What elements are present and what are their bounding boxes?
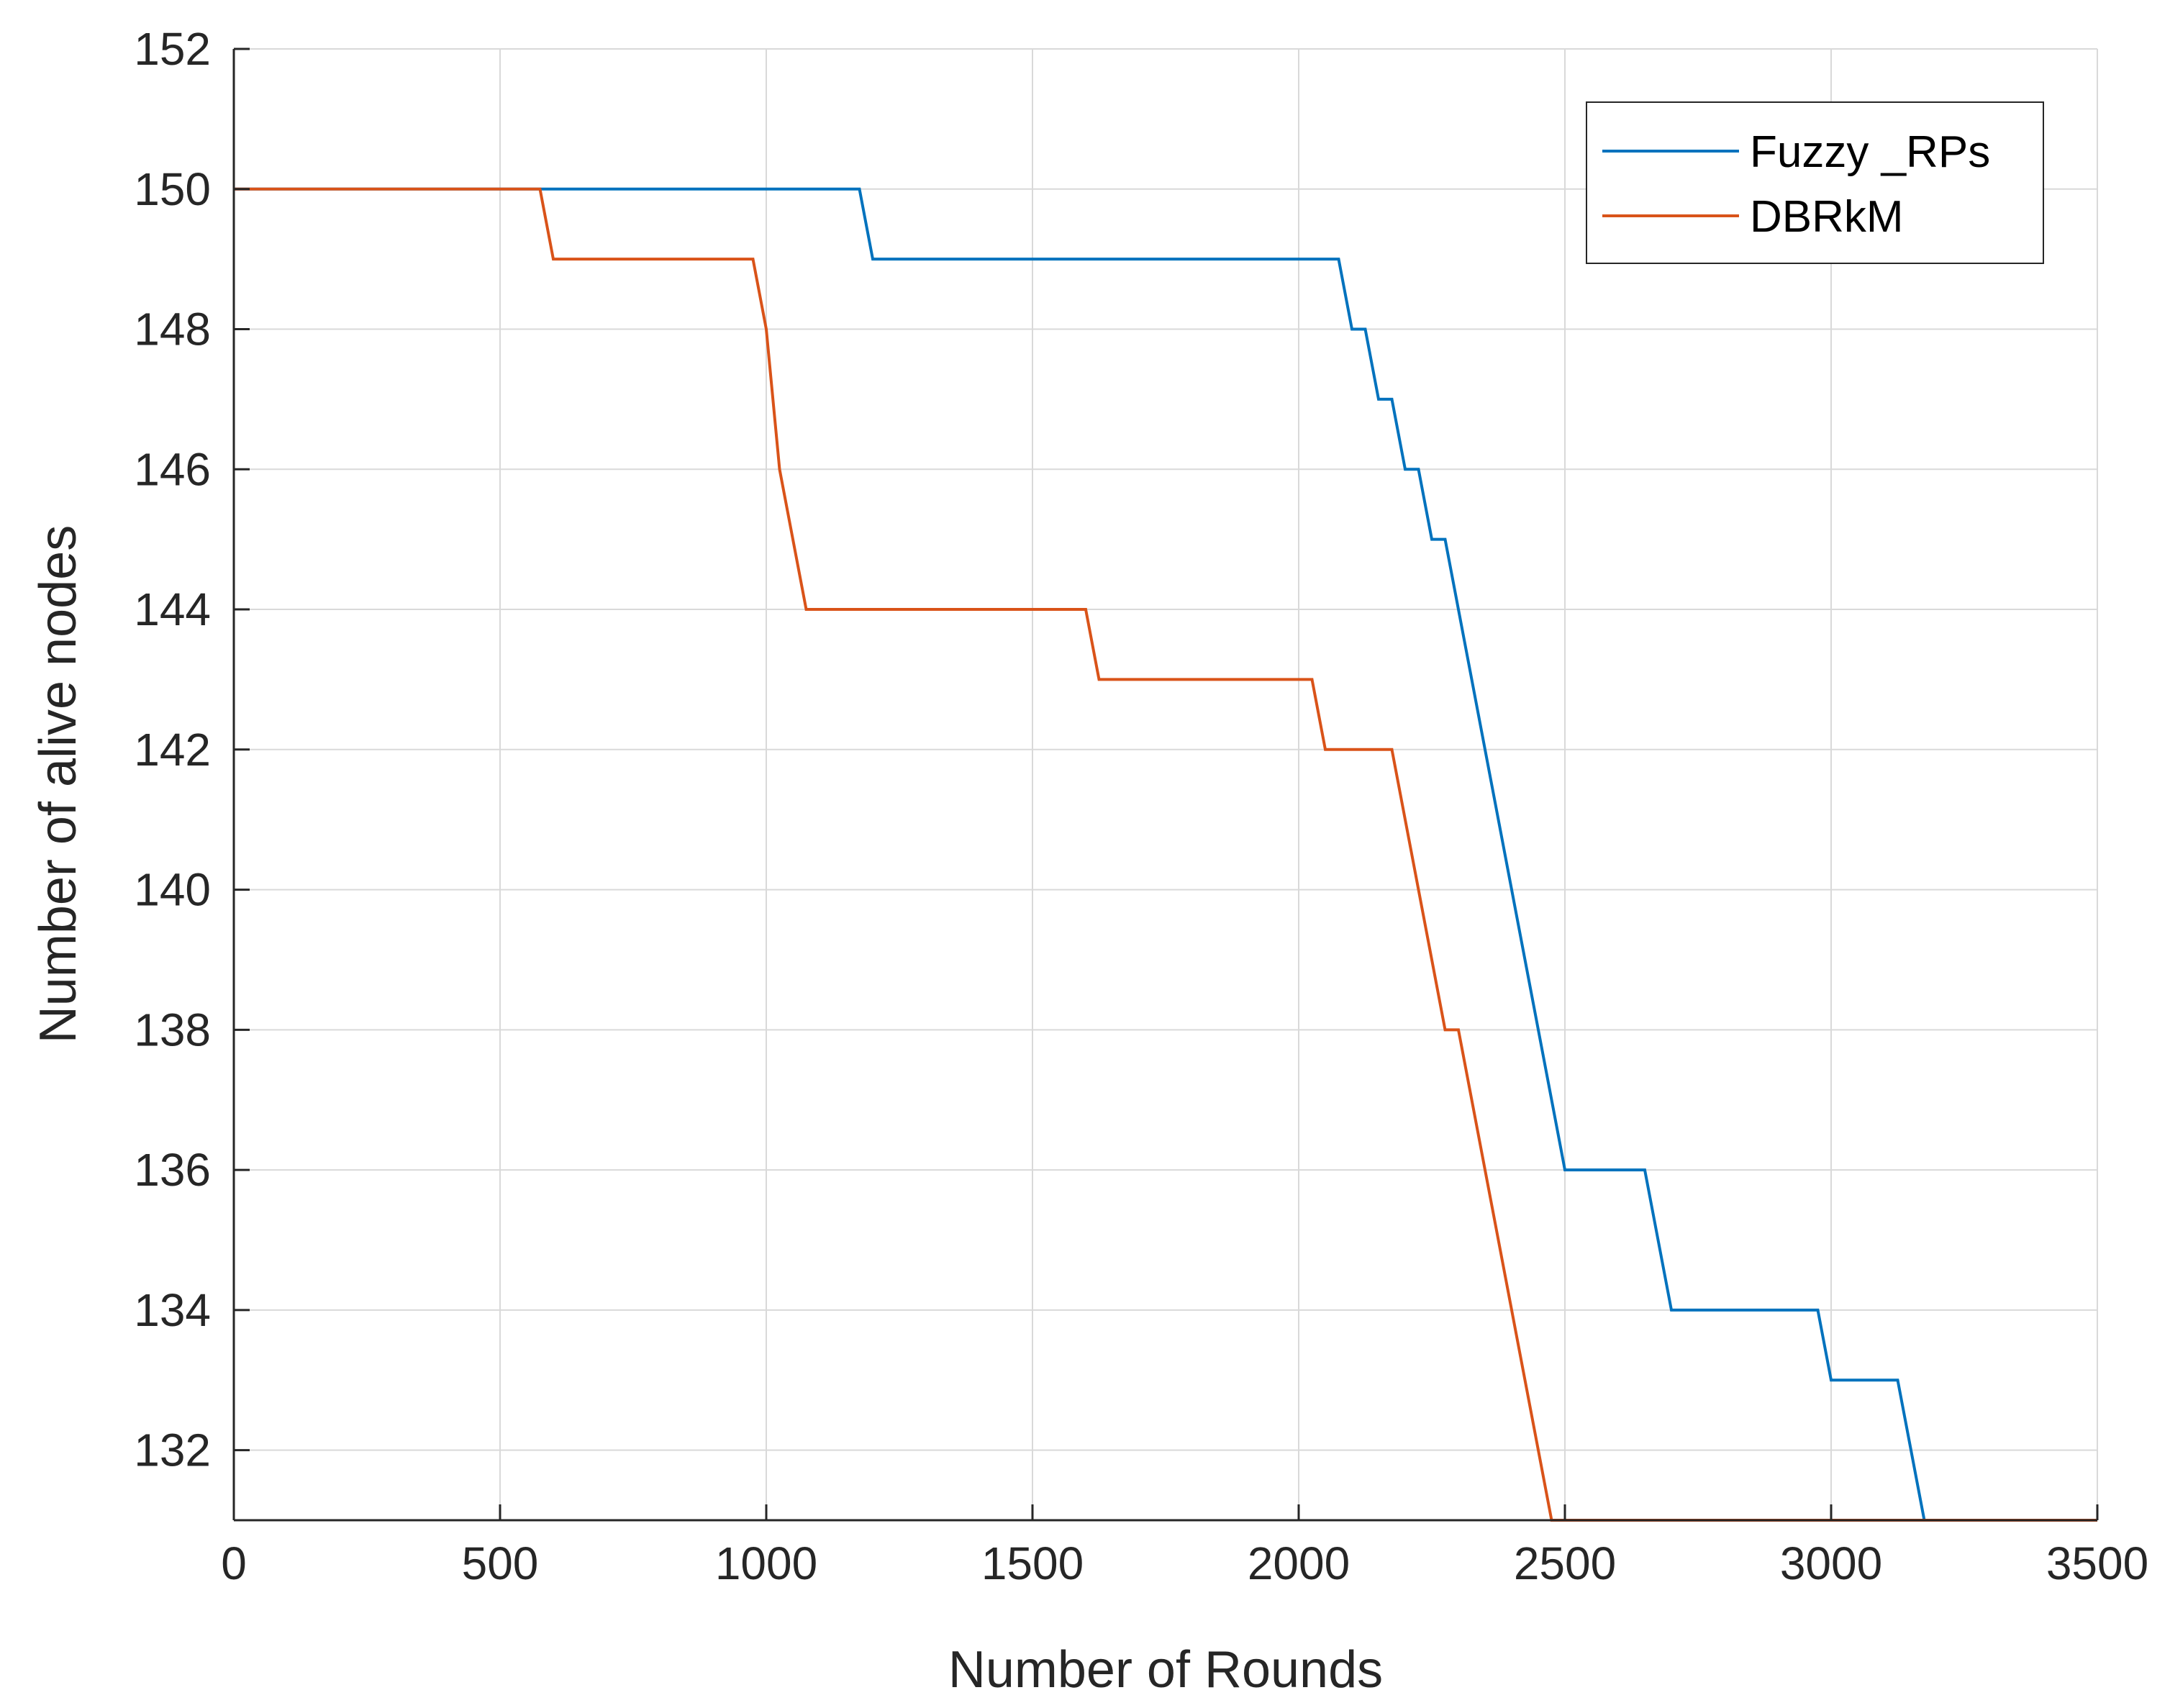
x-tick-label: 0 bbox=[221, 1537, 247, 1589]
x-tick-label: 3000 bbox=[1780, 1537, 1882, 1589]
y-axis-label: Number of alive nodes bbox=[29, 525, 87, 1043]
plot-area bbox=[234, 49, 2097, 1520]
y-tick-label: 140 bbox=[134, 864, 211, 916]
axes bbox=[232, 47, 2099, 1522]
x-tick-label: 500 bbox=[462, 1537, 539, 1589]
x-axis-label: Number of Rounds bbox=[948, 1641, 1383, 1699]
legend: Fuzzy _RPs DBRkM bbox=[1586, 101, 2044, 264]
y-tick-label: 152 bbox=[134, 23, 211, 75]
y-tick-label: 136 bbox=[134, 1144, 211, 1196]
y-tick-label: 144 bbox=[134, 583, 211, 635]
legend-label-fuzzy-rps: Fuzzy _RPs bbox=[1750, 127, 1990, 177]
y-tick-label: 142 bbox=[134, 724, 211, 776]
x-tick-label: 1000 bbox=[715, 1537, 817, 1589]
x-tick-label: 1500 bbox=[981, 1537, 1084, 1589]
y-tick-label: 134 bbox=[134, 1284, 211, 1336]
y-tick-label: 132 bbox=[134, 1425, 211, 1476]
y-tick-label: 146 bbox=[134, 443, 211, 495]
y-tick-label: 150 bbox=[134, 163, 211, 215]
x-tick-label: 2500 bbox=[1514, 1537, 1616, 1589]
x-tick-label: 2000 bbox=[1248, 1537, 1350, 1589]
x-tick-label: 3500 bbox=[2046, 1537, 2148, 1589]
legend-label-dbrkm: DBRkM bbox=[1750, 192, 1904, 242]
tick-labels: 0 500 1000 1500 2000 2500 3000 3500 132 134 136 138… bbox=[134, 23, 2148, 1589]
series-line-dbrkm bbox=[234, 187, 2097, 1522]
series-line-fuzzy-rps bbox=[234, 187, 2097, 1522]
y-tick-label: 148 bbox=[134, 304, 211, 355]
y-tick-label: 138 bbox=[134, 1004, 211, 1055]
legend-box bbox=[1586, 101, 2044, 264]
series-lines bbox=[234, 187, 2097, 1522]
